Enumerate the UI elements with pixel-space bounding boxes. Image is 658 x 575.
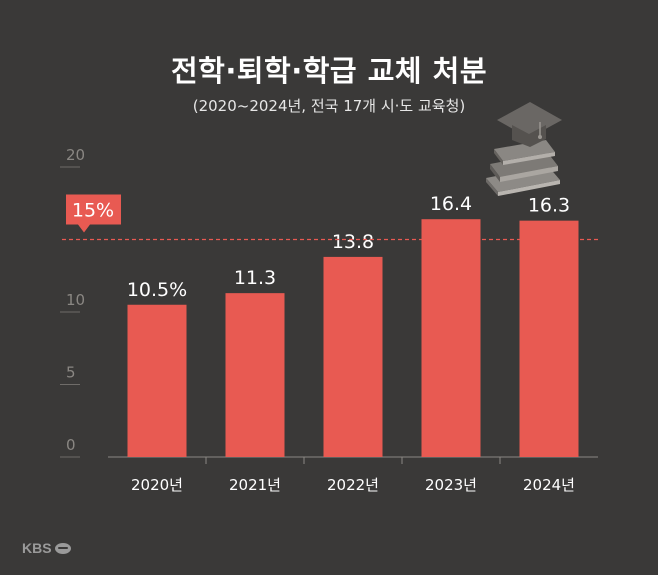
- bar-value-label: 16.3: [528, 195, 570, 217]
- reference-label: 15%: [72, 200, 114, 222]
- bar: [421, 219, 481, 457]
- y-tick-label: 5: [66, 364, 76, 382]
- bar-value-label: 10.5%: [127, 279, 187, 301]
- y-tick-label: 0: [66, 436, 76, 454]
- books-graduation-cap-icon: [486, 102, 562, 196]
- reference-label-badge: 15%: [66, 194, 121, 233]
- bar-value-label: 13.8: [332, 231, 374, 253]
- chart-subtitle: (2020~2024년, 전국 17개 시·도 교육청): [192, 97, 466, 115]
- bar-value-label: 16.4: [430, 193, 472, 215]
- bar: [225, 293, 285, 457]
- bar-value-label: 11.3: [234, 267, 276, 289]
- x-tick-label: 2020년: [131, 476, 183, 494]
- bar: [519, 220, 579, 457]
- reference-badge-pointer: [78, 224, 90, 233]
- x-tick-label: 2023년: [425, 476, 477, 494]
- reference-badge-box: [66, 194, 121, 225]
- y-tick-label: 10: [66, 291, 85, 309]
- logo-text: KBS: [22, 540, 52, 556]
- x-tick-label: 2024년: [523, 476, 575, 494]
- bar: [127, 304, 187, 457]
- logo-swirl-icon: [54, 542, 71, 554]
- kbs-logo: KBS: [22, 540, 71, 556]
- x-tick-label: 2021년: [229, 476, 281, 494]
- x-tick-label: 2022년: [327, 476, 379, 494]
- chart-title: 전학·퇴학·학급 교체 처분: [170, 54, 488, 88]
- bar: [323, 256, 383, 457]
- y-tick-label: 20: [66, 146, 85, 164]
